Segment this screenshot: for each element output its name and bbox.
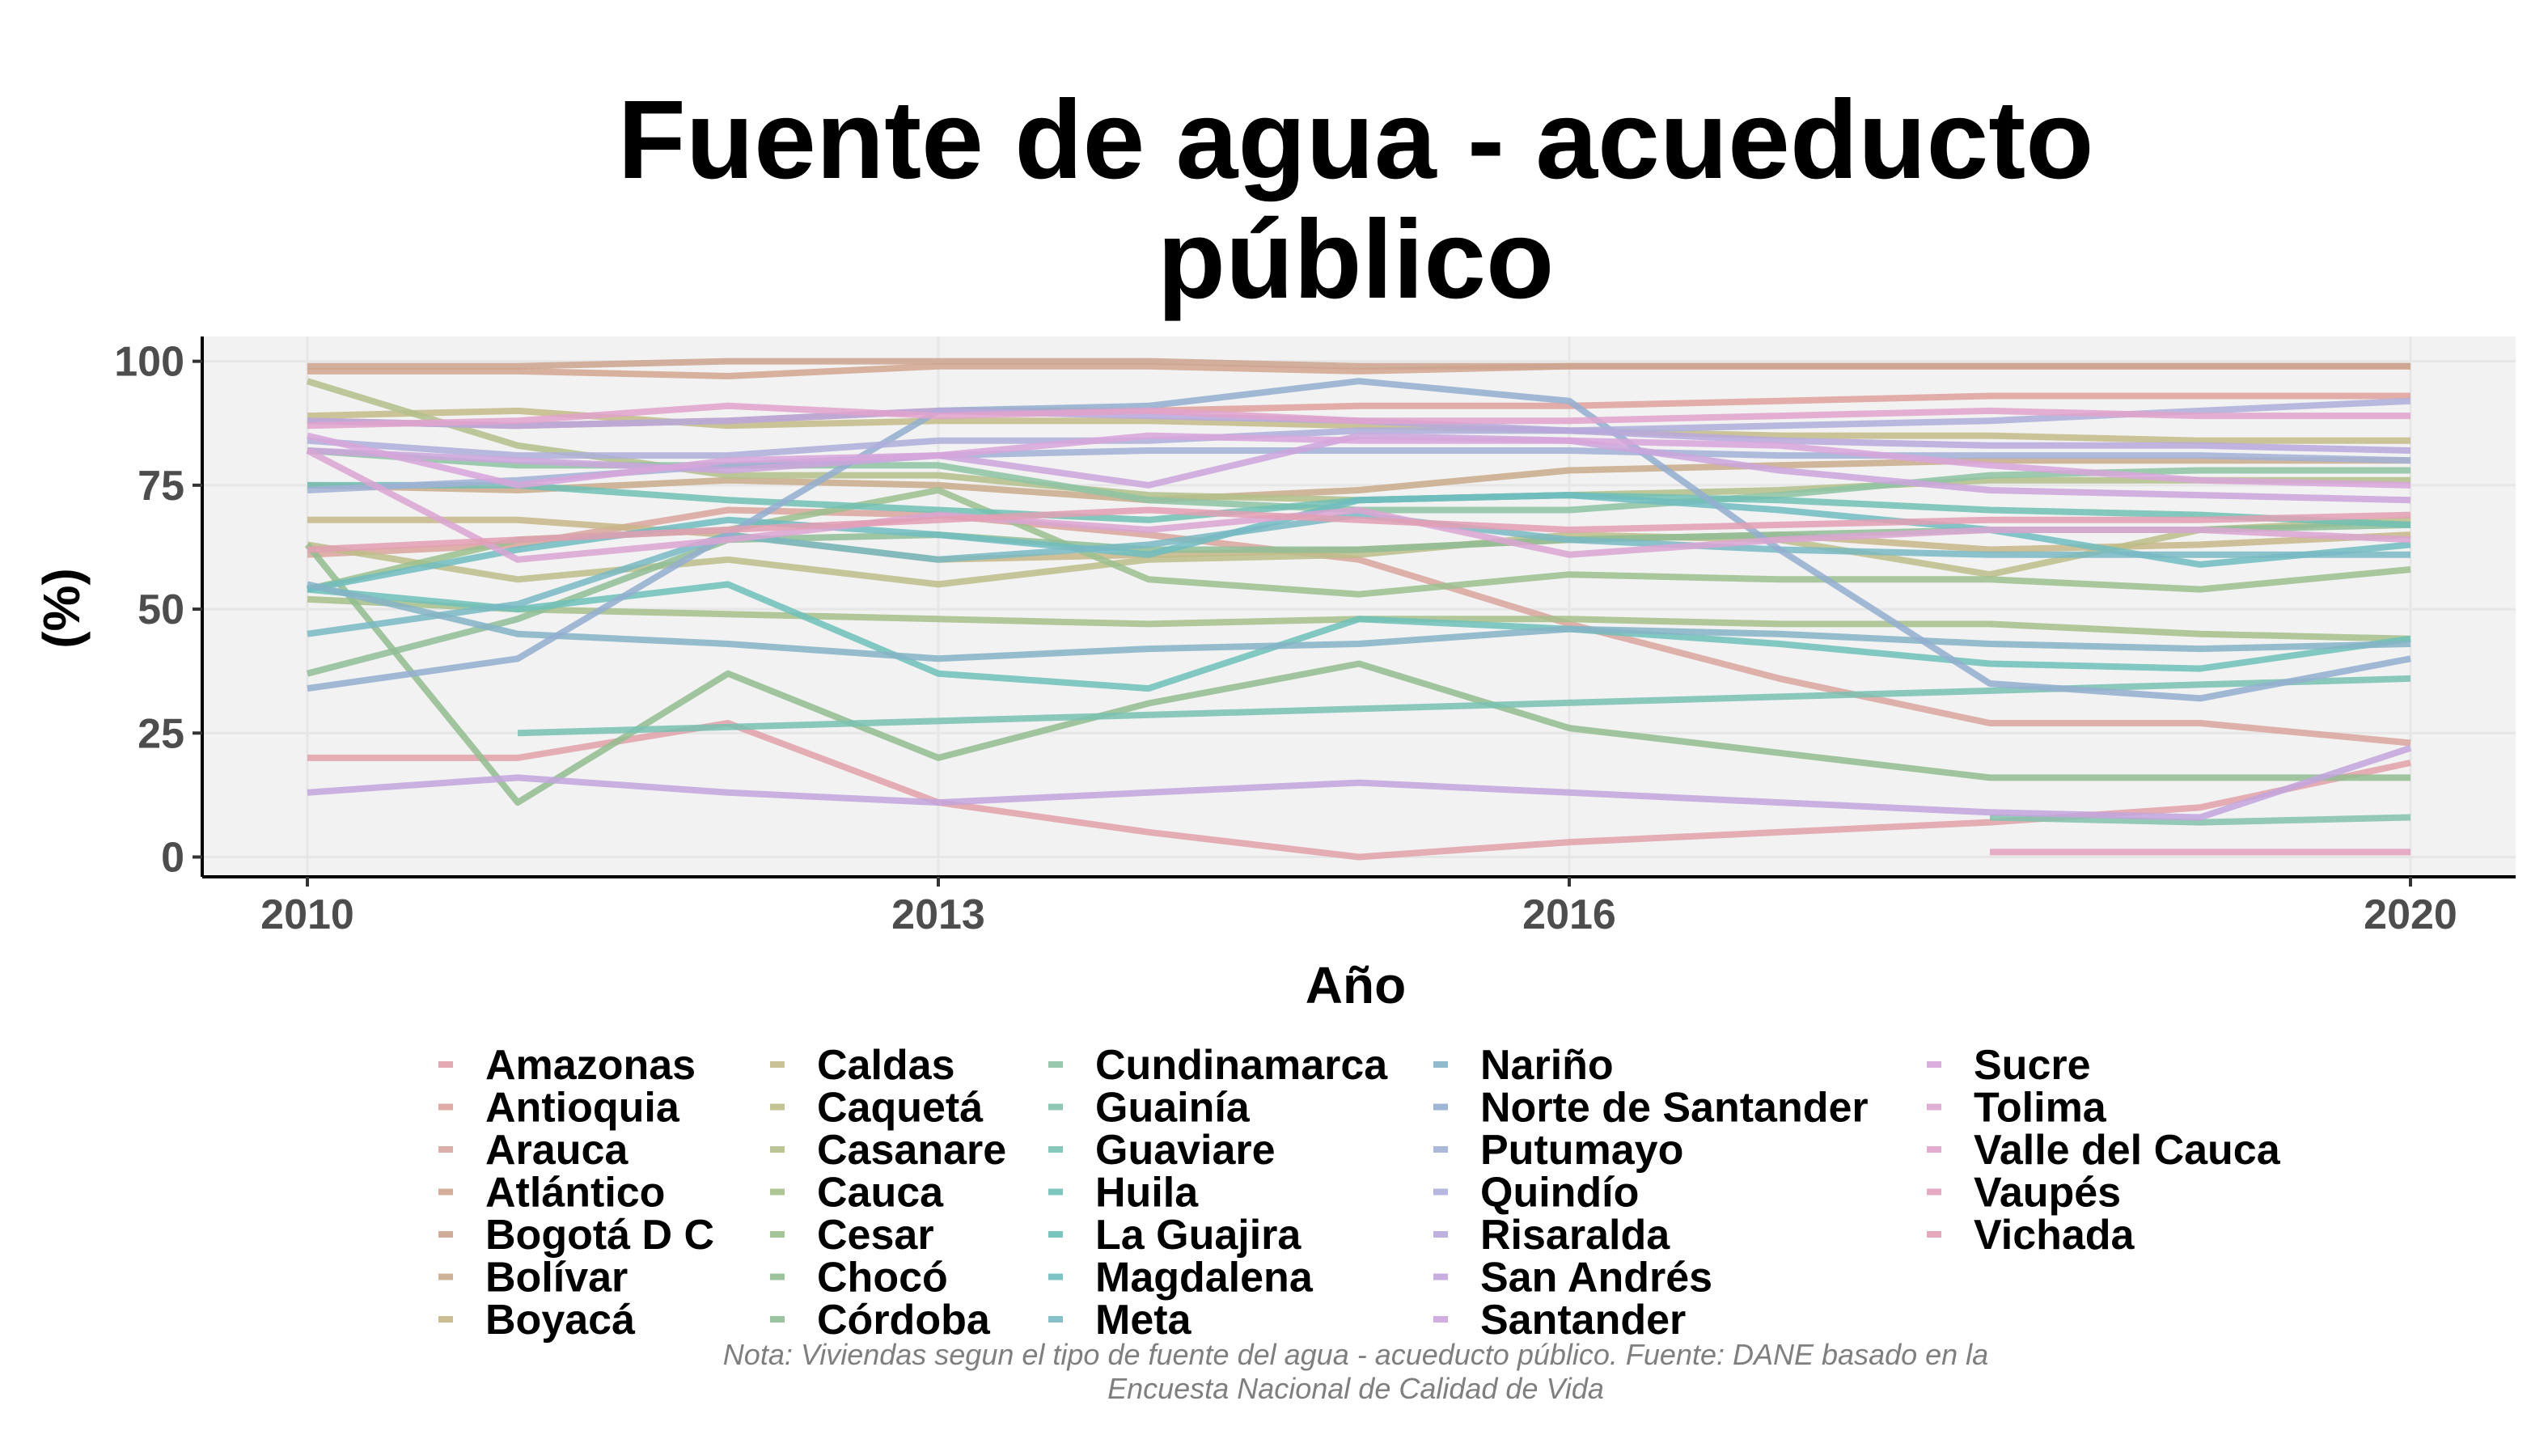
legend-label-narino: Nariño xyxy=(1480,1042,1614,1089)
legend-label-cundinamarca: Cundinamarca xyxy=(1095,1042,1388,1089)
legend-label-guainia: Guainía xyxy=(1095,1085,1251,1132)
legend-label-cordoba: Córdoba xyxy=(817,1297,991,1344)
legend-label-santander: Santander xyxy=(1480,1297,1686,1344)
series-line-guainia xyxy=(1989,814,2411,826)
series-line-norte-de-santander xyxy=(307,378,2411,702)
series-line-vichada xyxy=(307,506,2411,553)
series-lines xyxy=(304,358,2412,861)
legend-label-san-andres: San Andrés xyxy=(1480,1255,1712,1302)
legend-label-valle-del-cauca: Valle del Cauca xyxy=(1974,1127,2281,1174)
series-line-quindio xyxy=(307,397,2411,459)
legend-label-risaralda: Risaralda xyxy=(1480,1212,1670,1259)
x-axis-title: Año xyxy=(1306,956,1406,1014)
legend-label-quindio: Quindío xyxy=(1480,1170,1639,1217)
legend-label-amazonas: Amazonas xyxy=(485,1042,696,1089)
series-line-magdalena xyxy=(307,492,2411,593)
legend-label-guaviare: Guaviare xyxy=(1095,1127,1276,1174)
series-line-narino xyxy=(307,581,2411,662)
y-tick-label: 0 xyxy=(161,834,184,881)
legend-label-tolima: Tolima xyxy=(1974,1085,2107,1132)
caption-line-1: Nota: Viviendas segun el tipo de fuente … xyxy=(723,1338,1988,1371)
x-tick-label: 2010 xyxy=(260,891,354,938)
legend-label-arauca: Arauca xyxy=(485,1127,629,1174)
series-line-la-guajira xyxy=(307,581,2411,692)
caption-line-2: Encuesta Nacional de Calidad de Vida xyxy=(1107,1372,1604,1405)
legend-label-vichada: Vichada xyxy=(1974,1212,2135,1259)
series-line-tolima xyxy=(306,447,2411,563)
legend-label-putumayo: Putumayo xyxy=(1480,1127,1683,1174)
legend-label-casanare: Casanare xyxy=(817,1127,1006,1174)
legend-label-bogota-d-c: Bogotá D C xyxy=(485,1212,714,1259)
legend-label-la-guajira: La Guajira xyxy=(1095,1212,1302,1259)
series-line-bogota-d-c xyxy=(307,358,2410,370)
legend-label-choco: Chocó xyxy=(817,1255,948,1302)
legend-label-norte-de-santander: Norte de Santander xyxy=(1480,1085,1869,1132)
x-tick-label: 2016 xyxy=(1522,891,1616,938)
y-tick-label: 50 xyxy=(138,586,184,633)
series-line-valle-del-cauca xyxy=(307,402,2410,430)
series-line-meta xyxy=(307,511,2410,637)
y-tick-label: 75 xyxy=(138,463,184,510)
legend-label-bolivar: Bolívar xyxy=(485,1255,628,1302)
series-line-guaviare xyxy=(517,675,2411,737)
series-line-arauca xyxy=(307,506,2411,747)
series-line-san-andres xyxy=(307,744,2412,821)
y-axis-title: (%) xyxy=(32,568,91,649)
series-line-bolivar xyxy=(307,457,2410,504)
y-tick-label: 25 xyxy=(138,710,184,757)
x-tick-label: 2020 xyxy=(2364,891,2457,938)
legend-label-cauca: Cauca xyxy=(817,1170,944,1217)
x-tick-labels: 2010 2013 2016 2020 xyxy=(260,891,2457,938)
y-tick-label: 100 xyxy=(114,339,184,386)
series-line-choco xyxy=(304,542,2410,806)
legend-label-sucre: Sucre xyxy=(1974,1042,2091,1089)
legend-label-antioquia: Antioquia xyxy=(485,1085,680,1132)
legend-label-magdalena: Magdalena xyxy=(1095,1255,1314,1302)
chart-title-line-1: Fuente de agua - acueducto xyxy=(618,78,2094,202)
legend-label-boyaca: Boyacá xyxy=(485,1297,636,1344)
legend-label-vaupes: Vaupés xyxy=(1974,1170,2121,1217)
legend-label-huila: Huila xyxy=(1095,1170,1199,1217)
legend-label-cesar: Cesar xyxy=(817,1212,934,1259)
axes xyxy=(193,336,2516,887)
legend-label-caldas: Caldas xyxy=(817,1042,955,1089)
legend-label-atlantico: Atlántico xyxy=(485,1170,665,1217)
chart-title-line-2: público xyxy=(1158,197,1555,322)
legend-label-caqueta: Caquetá xyxy=(817,1085,984,1132)
x-tick-label: 2013 xyxy=(891,891,985,938)
y-tick-labels: 0 25 50 75 100 xyxy=(114,339,184,882)
legend-label-meta: Meta xyxy=(1095,1297,1192,1344)
series-line-sucre xyxy=(307,432,2411,489)
